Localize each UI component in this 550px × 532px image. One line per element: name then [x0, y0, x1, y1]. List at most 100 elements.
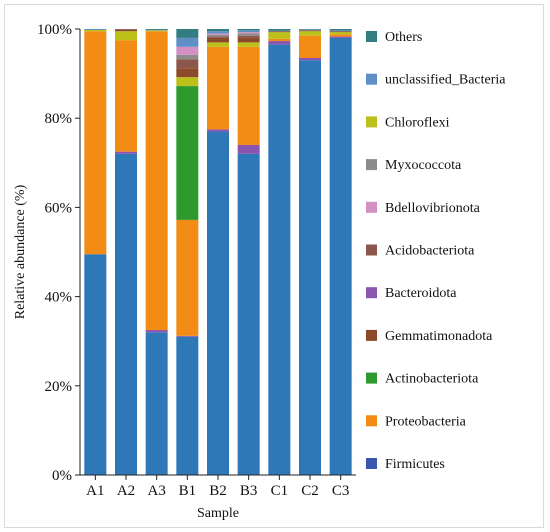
bar-segment	[329, 31, 352, 33]
legend-label: Firmicutes	[385, 457, 445, 472]
bar-segment	[299, 31, 321, 36]
bar-segment	[268, 29, 291, 31]
bar-segment	[329, 32, 352, 35]
bar-segment	[207, 129, 229, 132]
bar-segment	[84, 31, 107, 255]
legend-swatch	[366, 31, 377, 42]
legend-swatch	[366, 159, 377, 171]
x-tick-label: A3	[147, 483, 165, 499]
bar-segment	[115, 153, 137, 475]
x-tick-label: A2	[117, 483, 135, 499]
legend-label: Actinobacteriota	[385, 372, 479, 387]
bar-segment	[145, 330, 168, 333]
x-tick-label: C2	[301, 483, 319, 499]
bar-segment	[207, 29, 229, 32]
bar-segment	[299, 30, 321, 32]
legend-label: Proteobacteria	[385, 414, 467, 429]
bar-segment	[115, 29, 137, 30]
legend-label: Chloroflexi	[385, 115, 450, 130]
bar-segment	[145, 29, 168, 30]
bar-segment	[237, 144, 260, 154]
bar-segment	[299, 57, 321, 61]
bar-segment	[84, 254, 107, 475]
bar-segment	[207, 33, 229, 35]
y-tick-label: 80%	[45, 111, 73, 127]
bar-segment	[237, 32, 260, 34]
x-tick-label: B2	[209, 483, 227, 499]
y-axis-ticks	[75, 28, 342, 480]
bar-segment	[115, 151, 137, 154]
bar-segment	[237, 42, 260, 47]
x-tick-labels: A1 A2 A3 B1 B2 B3 C1 C2 C3	[86, 483, 349, 499]
bar-segment	[207, 34, 229, 37]
bars	[84, 29, 352, 476]
bar-segment	[329, 29, 352, 31]
bar-segment	[207, 42, 229, 47]
bar-segment	[176, 335, 199, 337]
bar-segment	[237, 46, 260, 145]
y-tick-label: 40%	[45, 290, 73, 306]
bar-segment	[176, 219, 199, 336]
bar-segment	[176, 68, 199, 78]
bar-segment	[237, 29, 260, 31]
bar-segment	[84, 29, 107, 32]
x-tick-label: A1	[86, 483, 104, 499]
legend-swatch	[366, 116, 377, 128]
bar-segment	[207, 46, 229, 130]
y-tick-label: 0%	[52, 468, 72, 484]
bar-segment	[268, 44, 291, 476]
bar-segment	[115, 31, 137, 41]
x-tick-label: C1	[271, 483, 289, 499]
bar-segment	[237, 37, 260, 43]
axes	[79, 29, 356, 476]
bar-segment	[176, 54, 199, 60]
bar-segment	[176, 46, 199, 55]
bar-segment	[115, 40, 137, 152]
bar-segment	[115, 29, 137, 32]
legend-label: unclassified_Bacteria	[385, 73, 506, 88]
bar-segment	[329, 36, 352, 38]
x-tick-label: C3	[332, 483, 350, 499]
legend-label: Myxococcota	[385, 158, 462, 173]
legend-swatch	[366, 415, 377, 427]
y-tick-label: 100%	[37, 22, 72, 38]
bar-segment	[329, 34, 352, 37]
bar-segment	[237, 35, 260, 38]
legend-swatch	[366, 458, 377, 469]
legend-label: Gemmatimonadota	[385, 329, 493, 344]
bar-segment	[145, 30, 168, 32]
y-axis-title: Relative abundance (%)	[13, 184, 28, 319]
legend-label: Bacteroidota	[385, 286, 457, 301]
y-tick-labels: 0% 20% 40% 60% 80% 100%	[37, 22, 72, 484]
bar-segment	[207, 37, 229, 43]
bar-segment	[176, 77, 199, 87]
bar-segment	[299, 60, 321, 475]
bar-segment	[237, 33, 260, 36]
bar-segment	[176, 336, 199, 475]
x-axis-title: Sample	[197, 506, 239, 521]
bar-segment	[329, 30, 352, 32]
x-tick-label: B3	[240, 483, 258, 499]
x-tick-label: B1	[179, 483, 197, 499]
legend-swatch	[366, 329, 377, 341]
bar-segment	[176, 59, 199, 69]
bar-segment	[176, 37, 199, 47]
bar-segment	[145, 332, 168, 475]
figure-frame	[4, 4, 544, 528]
bar-segment	[176, 29, 199, 38]
bar-segment	[207, 131, 229, 475]
y-tick-label: 60%	[45, 200, 73, 216]
legend-swatch	[366, 73, 377, 85]
legend-swatch	[366, 244, 377, 256]
bar-segment	[268, 31, 291, 33]
bar-segment	[237, 30, 260, 33]
legend-label: Acidobacteriota	[385, 244, 475, 259]
bar-segment	[237, 153, 260, 475]
legend: Others unclassified_Bacteria Chloroflexi My…	[366, 30, 506, 472]
legend-label: Others	[385, 30, 422, 45]
bar-segment	[299, 35, 321, 58]
legend-swatch	[366, 287, 377, 299]
bar-segment	[329, 37, 352, 476]
bar-segment	[268, 41, 291, 45]
